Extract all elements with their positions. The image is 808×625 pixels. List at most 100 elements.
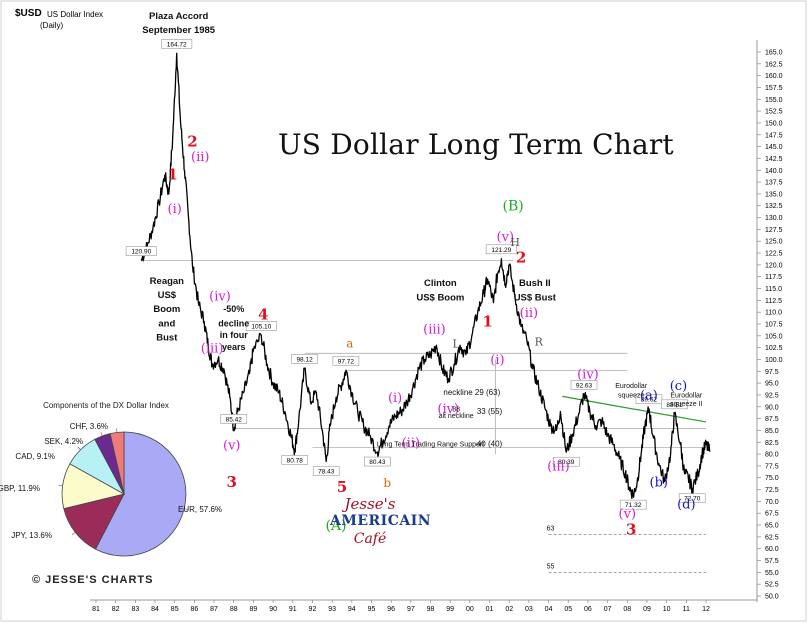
data-label-text: 164.72 <box>167 41 187 48</box>
data-label-box <box>661 399 688 410</box>
annotation-text: Eurodollar <box>615 383 648 390</box>
x-tick-label: 89 <box>250 606 258 613</box>
annotation-text: squeeze <box>618 392 645 399</box>
y-tick-label: 77.5 <box>765 463 779 470</box>
y-tick-label: 137.5 <box>765 180 783 187</box>
data-label-box <box>125 246 157 256</box>
y-tick-label: 55.0 <box>765 570 779 577</box>
data-label: 72.70 <box>678 493 706 503</box>
annotation-text: 3 <box>227 473 237 491</box>
x-tick-label: 04 <box>545 606 553 613</box>
y-tick-label: 127.5 <box>765 227 783 234</box>
y-tick-label: 75.0 <box>765 475 779 482</box>
data-label-box <box>678 493 706 503</box>
pie-leader-line <box>71 532 76 536</box>
pie-label: GBP, 11.9% <box>0 484 40 493</box>
y-tick-label: 135.0 <box>765 191 783 198</box>
y-tick-label: 165.0 <box>765 50 783 57</box>
annotation-text: 4 <box>258 305 268 323</box>
x-tick-label: 93 <box>328 606 336 613</box>
annotation-text: (c) <box>670 379 687 394</box>
data-label-text: 121.29 <box>491 247 511 254</box>
data-label: 97.72 <box>332 355 360 366</box>
price-line <box>140 52 711 500</box>
annotation-text: (iii) <box>423 322 446 337</box>
data-label: 92.63 <box>570 380 598 390</box>
annotation-text: 5 <box>337 478 347 496</box>
data-labels: 120.90 164.72 85.42 105.10 80.78 98.12 78.43 97… <box>125 39 706 510</box>
annotation-text: squeeze II <box>670 401 702 408</box>
y-tick-label: 150.0 <box>765 120 783 127</box>
annotation-text: 2 <box>187 133 197 151</box>
y-tick-label: 60.0 <box>765 546 779 553</box>
data-label-box <box>220 414 248 424</box>
annotation-text: 2 <box>516 249 526 267</box>
annotation-text: years <box>222 342 246 352</box>
pie-leader-line <box>58 484 63 486</box>
x-tick-label: 91 <box>289 606 297 613</box>
data-label: 105.10 <box>245 321 277 331</box>
annotation-text: 55 <box>547 564 555 571</box>
y-tick-label: 162.5 <box>765 61 783 68</box>
annotation-text: (ii) <box>191 150 209 165</box>
annotation-text: Eurodollar <box>670 392 703 399</box>
annotation-text: 88 <box>452 407 460 414</box>
annotation-text: in four <box>220 330 248 340</box>
data-label-text: 97.72 <box>338 358 355 365</box>
pie-label: CAD, 9.1% <box>15 452 55 461</box>
data-label: 120.90 <box>125 246 157 256</box>
annotation-text: Bush II <box>519 278 551 289</box>
data-label-box <box>552 456 580 467</box>
x-tick-label: 08 <box>623 606 631 613</box>
data-label-box <box>291 354 318 364</box>
x-tick-label: 87 <box>210 606 218 613</box>
y-tick-label: 105.0 <box>765 333 783 340</box>
pie-label: SEK, 4.2% <box>44 437 83 446</box>
y-tick-label: 70.0 <box>765 499 779 506</box>
y-axis-ticks: 165.0 162.5 160.0 157.5 155.0 152.5 150.0 147.5… <box>757 50 783 601</box>
data-label: 80.78 <box>281 455 309 465</box>
data-label-box <box>635 394 663 404</box>
data-label: 164.72 <box>161 39 193 49</box>
y-tick-label: 125.0 <box>765 239 783 246</box>
logo-line-1: Jesse's <box>344 495 396 513</box>
x-tick-label: 03 <box>525 606 533 613</box>
y-tick-label: 52.5 <box>765 582 779 589</box>
data-label-box <box>485 244 517 255</box>
data-label-box <box>161 39 193 49</box>
index-name-label: US Dollar Index <box>47 10 104 19</box>
data-label-text: 80.39 <box>558 459 575 466</box>
x-tick-label: 98 <box>427 606 435 613</box>
x-tick-label: 11 <box>683 606 690 613</box>
x-tick-label: 05 <box>564 606 572 613</box>
y-tick-label: 120.0 <box>765 262 783 269</box>
pie-slice-chf <box>109 431 125 495</box>
annotation-text: H <box>510 236 520 249</box>
data-label: 80.43 <box>364 456 391 467</box>
data-label: 71.32 <box>619 499 647 510</box>
chart-credit: © JESSE'S CHARTS <box>32 574 154 586</box>
y-tick-label: 155.0 <box>765 97 783 104</box>
y-tick-label: 90.0 <box>765 404 779 411</box>
annotation-text: Plaza Accord <box>149 11 209 22</box>
annotation-text: (iv) <box>577 367 599 382</box>
data-label-text: 88.51 <box>666 402 683 409</box>
y-tick-label: 102.5 <box>765 345 783 352</box>
data-label-box <box>312 466 340 476</box>
annotation-text: Bust <box>156 333 178 344</box>
annotation-text: 1 <box>168 166 178 184</box>
annotation-text: (A) <box>326 518 347 534</box>
price-series <box>140 52 711 500</box>
x-tick-label: 10 <box>663 606 671 613</box>
annotation-text: a <box>346 337 353 351</box>
period-label: (Daily) <box>40 21 64 30</box>
annotation-text: (i) <box>168 202 182 217</box>
y-tick-label: 117.5 <box>765 274 782 281</box>
data-label-text: 85.42 <box>226 416 243 423</box>
annotation-text: (B) <box>503 198 524 214</box>
y-tick-label: 50.0 <box>765 594 779 601</box>
x-tick-label: 81 <box>92 606 100 613</box>
y-tick-label: 87.5 <box>765 416 779 423</box>
y-tick-label: 147.5 <box>765 132 783 139</box>
